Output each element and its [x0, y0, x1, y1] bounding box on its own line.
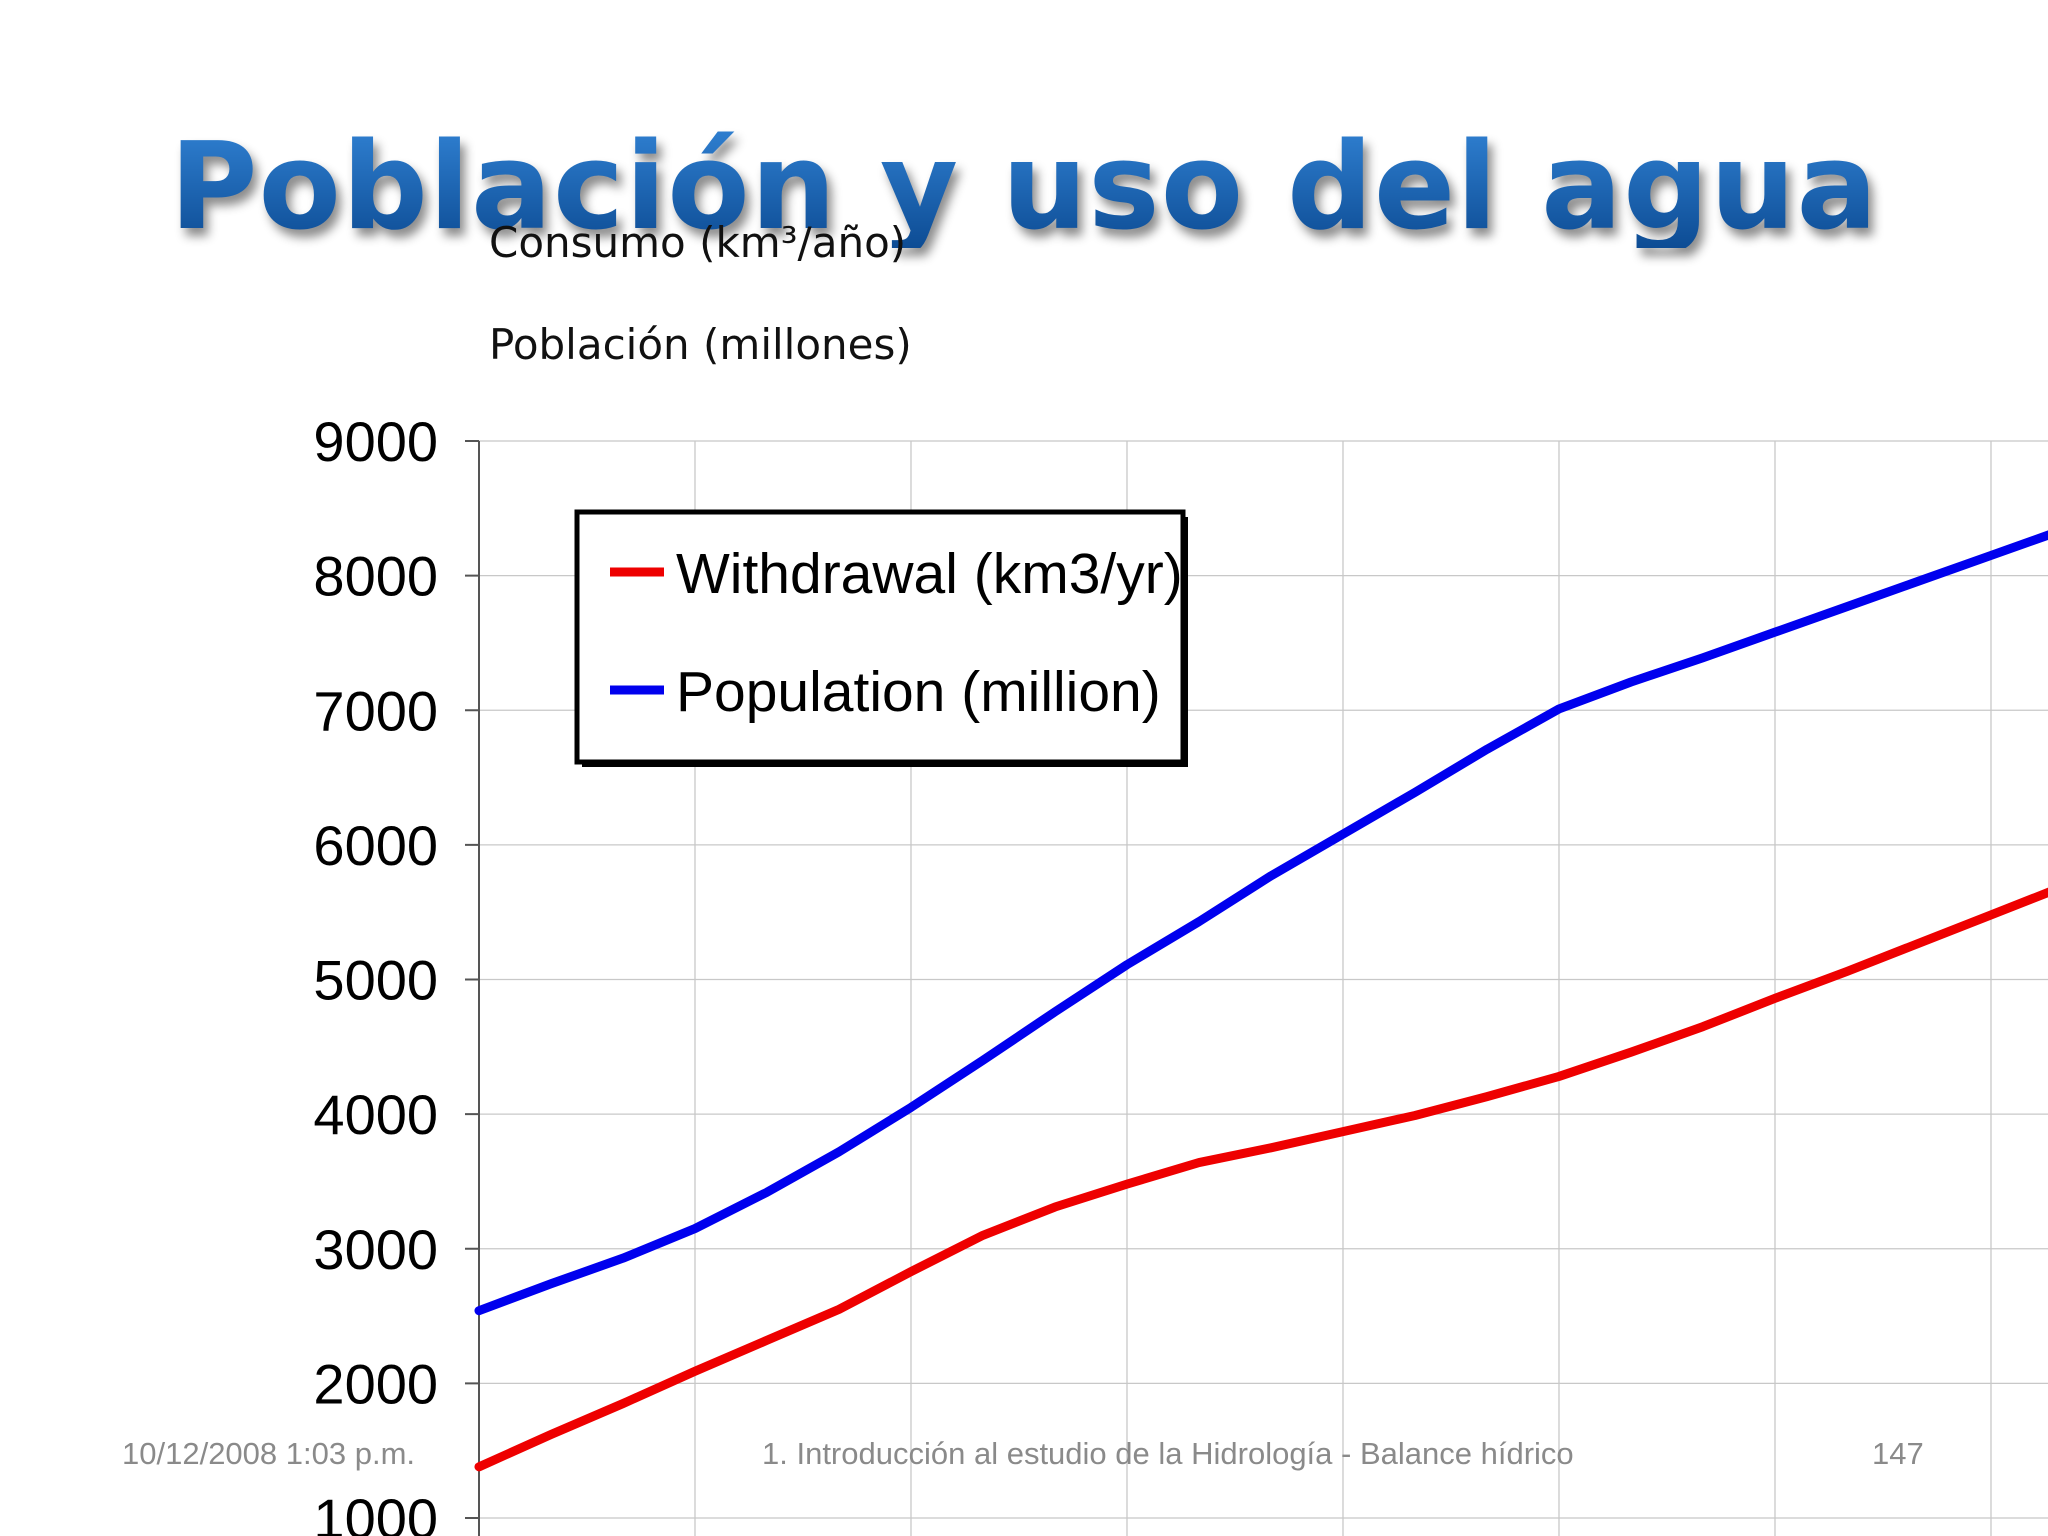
series-line-withdrawal: [474, 887, 2048, 1472]
slide-title: Población y uso del agua: [0, 128, 2048, 248]
y-tick-label: 5000: [313, 949, 438, 1012]
footer-date: 10/12/2008 1:03 p.m.: [122, 1436, 416, 1471]
y-tick-label: 1000: [313, 1487, 438, 1536]
footer-presentation-title: 1. Introducción al estudio de la Hidrolo…: [762, 1436, 1574, 1471]
y-axis-ticks: 9000 8000 7000 6000 5000 4000 3000 2000 1000: [313, 410, 479, 1536]
legend-box: [574, 509, 1186, 765]
y-tick-label: 9000: [313, 410, 438, 473]
legend-label-withdrawal: Withdrawal (km3/yr): [676, 542, 1183, 606]
footer-page-number: 147: [1872, 1436, 1924, 1471]
y-tick-label: 7000: [313, 679, 438, 742]
series-line-population: [474, 530, 2048, 1316]
consumption-axis-label: Consumo (km³/año): [489, 218, 907, 267]
y-tick-label: 2000: [313, 1352, 438, 1415]
legend-label-population: Population (million): [676, 660, 1161, 724]
y-tick-label: 3000: [313, 1218, 438, 1281]
series-lines: [474, 530, 2048, 1472]
y-tick-label: 8000: [313, 545, 438, 608]
y-tick-label: 6000: [313, 814, 438, 877]
population-axis-label: Población (millones): [489, 320, 912, 369]
y-tick-label: 4000: [313, 1083, 438, 1146]
chart-legend: Withdrawal (km3/yr) Population (million): [574, 509, 1188, 767]
